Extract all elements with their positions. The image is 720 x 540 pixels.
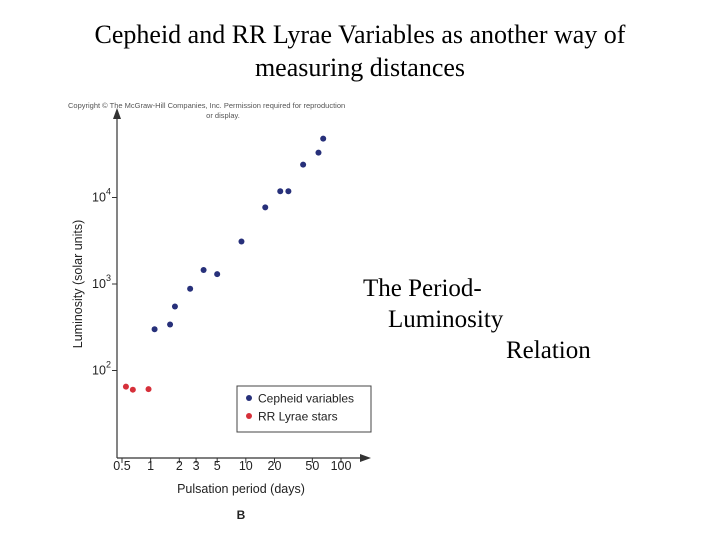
y-axis-arrow [113,108,121,119]
period-luminosity-caption: The Period- Luminosity Relation [360,273,620,366]
cepheid-variables-point [200,267,207,274]
caption-line-2: Luminosity [388,306,504,333]
cepheid-variables-point [214,271,221,278]
cepheid-variables-point [285,188,292,195]
cepheid-variables-point [187,285,194,292]
x-tick-label: 10 [239,459,253,473]
panel-label: B [237,508,246,522]
copyright-line-2: or display. [206,111,240,120]
x-tick-label: 100 [331,459,352,473]
x-tick-label: 2 [176,459,183,473]
cepheid-variables-point [167,321,174,328]
y-tick-label-base: 10 [92,277,106,291]
legend-label-cepheid-variables: Cepheid variables [258,392,354,406]
cepheid-variables-point [238,238,245,245]
x-tick-label: 20 [268,459,282,473]
caption-line-3: Relation [506,337,591,364]
caption-line-1: The Period- [363,275,482,302]
cepheid-variables-point [320,135,327,142]
cepheid-variables-point [315,149,322,156]
y-tick-label-exponent: 2 [106,360,111,370]
copyright-notice: Copyright © The McGraw-Hill Companies, I… [68,101,378,121]
x-axis-label: Pulsation period (days) [177,482,305,496]
cepheid-variables-point [151,326,158,333]
x-tick-label: 1 [147,459,154,473]
cepheid-variables-point [277,188,284,195]
legend-marker-rr-lyrae-stars [246,413,252,419]
x-tick-label: 50 [305,459,319,473]
y-axis-label: Luminosity (solar units) [71,220,85,349]
y-tick-label-base: 10 [92,191,106,205]
y-tick-label-exponent: 4 [106,187,111,197]
slide-title: Cepheid and RR Lyrae Variables as anothe… [94,20,626,82]
chart-axes [113,108,371,462]
rr-lyrae-stars-point [129,386,136,393]
data-points [122,135,327,393]
x-tick-label: 5 [214,459,221,473]
legend: Cepheid variables RR Lyrae stars [236,385,372,433]
y-tick-label-exponent: 3 [106,273,111,283]
legend-marker-cepheid-variables [246,395,252,401]
cepheid-variables-point [300,161,307,168]
cepheid-variables-point [171,303,178,310]
cepheid-variables-point [262,204,269,211]
rr-lyrae-stars-point [145,386,152,393]
x-axis-arrow [360,454,371,462]
copyright-line-1: Copyright © The McGraw-Hill Companies, I… [68,101,346,110]
legend-label-rr-lyrae-stars: RR Lyrae stars [258,410,338,424]
x-tick-label: 0.5 [113,459,130,473]
legend-box [236,385,372,433]
y-tick-label-base: 10 [92,364,106,378]
x-ticks: 0.5 1 2 3 5 10 20 50 100 [113,458,351,473]
legend-items: Cepheid variables RR Lyrae stars [246,392,354,424]
rr-lyrae-stars-point [122,383,129,390]
x-tick-label: 3 [193,459,200,473]
